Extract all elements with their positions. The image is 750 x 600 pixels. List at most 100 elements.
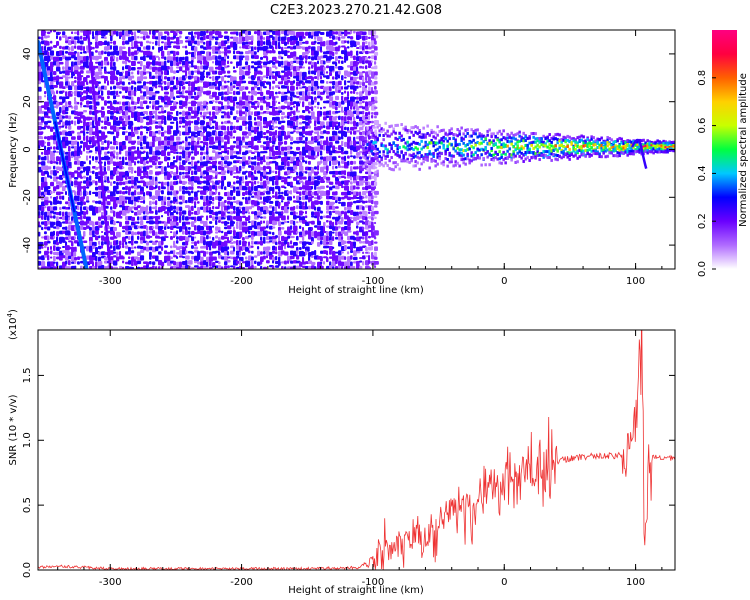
spectrogram-cell xyxy=(122,160,125,165)
spectrogram-cell xyxy=(47,125,51,129)
spectrogram-cell xyxy=(362,76,365,83)
spectrogram-cell xyxy=(239,51,244,55)
spectrogram-cell xyxy=(320,256,323,262)
spectrogram-cell xyxy=(98,245,102,250)
spectrogram-cell xyxy=(251,95,254,101)
spectrogram-cell xyxy=(272,145,275,148)
spectrogram-cell xyxy=(170,191,173,196)
spectrogram-cell xyxy=(173,160,178,163)
spectrogram-cell xyxy=(218,236,221,241)
spectrogram-carrier-cell xyxy=(382,164,385,168)
spectrogram-cell xyxy=(176,85,179,88)
spectrogram-cell xyxy=(185,255,190,260)
spectrogram-cell xyxy=(194,125,199,131)
spectrogram-cell xyxy=(179,185,182,192)
spectrogram-carrier-cell xyxy=(400,134,403,138)
spectrogram-cell xyxy=(260,201,264,204)
spectrogram-cell xyxy=(185,160,188,163)
spectrogram-cell xyxy=(116,95,120,98)
spectrogram-cell xyxy=(254,135,258,141)
spectrogram-cell xyxy=(197,160,200,164)
spectrogram-cell xyxy=(155,40,158,46)
spectrogram-cell xyxy=(374,86,377,90)
spectrogram-cell xyxy=(164,140,168,147)
spectrogram-cell xyxy=(113,45,118,51)
spectrogram-cell xyxy=(50,155,54,161)
spectrogram-cell xyxy=(155,246,159,252)
spectrogram-carrier-cell xyxy=(368,169,371,173)
spectrogram-cell xyxy=(173,210,177,214)
spectrogram-cell xyxy=(176,101,179,105)
spectrogram-cell xyxy=(182,260,186,265)
spectrogram-cell xyxy=(290,65,294,70)
spectrogram-cell xyxy=(179,201,183,205)
spectrogram-cell xyxy=(191,211,194,215)
spectrogram-cell xyxy=(38,155,41,160)
spectrogram-cell xyxy=(194,220,197,223)
spectrogram-cell xyxy=(320,156,324,160)
spectrogram-cell xyxy=(134,225,139,230)
spectrogram-cell xyxy=(266,106,270,111)
spectrogram-cell xyxy=(128,81,131,85)
spectrogram-cell xyxy=(242,236,245,241)
spectrogram-carrier-cell xyxy=(366,126,369,130)
spectrogram-cell xyxy=(173,250,176,256)
spectrogram-cell xyxy=(101,90,104,96)
spectrogram-cell xyxy=(278,191,281,195)
spectrogram-cell xyxy=(356,121,359,127)
spectrogram-cell xyxy=(122,131,126,136)
spectrogram-cell xyxy=(251,136,255,142)
spectrogram-cell xyxy=(185,105,188,109)
spectrogram-cell xyxy=(278,120,282,125)
spectrogram-cell xyxy=(98,120,101,127)
spectrogram-cell xyxy=(314,155,318,159)
spectrogram-cell xyxy=(188,141,191,146)
spectrogram-cell xyxy=(44,90,47,95)
spectrogram-cell xyxy=(221,211,226,217)
spectrogram-cell xyxy=(221,60,226,66)
spectrogram-cell xyxy=(275,246,278,252)
spectrogram-cell xyxy=(71,265,75,269)
spectrogram-cell xyxy=(116,81,120,86)
spectrogram-cell xyxy=(176,230,179,235)
spectrogram-cell xyxy=(374,40,377,45)
spectrogram-cell xyxy=(356,186,360,190)
spectrogram-cell xyxy=(197,116,200,122)
spectrogram-cell xyxy=(59,185,62,188)
spectrogram-cell xyxy=(116,116,119,121)
spectrogram-cell xyxy=(137,155,141,159)
spectrogram-cell xyxy=(140,210,144,214)
spectrogram-cell xyxy=(344,206,347,211)
spectrogram-cell xyxy=(227,260,231,263)
spectrogram-cell xyxy=(176,120,179,127)
spectrogram-cell xyxy=(287,245,291,248)
spectrogram-cell xyxy=(155,160,158,164)
spectrogram-cell xyxy=(188,210,192,217)
spectrogram-cell xyxy=(185,200,188,204)
spectrogram-cell xyxy=(191,75,194,79)
spectrogram-cell xyxy=(302,140,306,144)
spectrogram-cell xyxy=(137,96,140,102)
spectrogram-cell xyxy=(182,75,186,81)
spectrogram-cell xyxy=(251,245,254,248)
spectrogram-cell xyxy=(335,61,338,67)
spectrogram-cell xyxy=(47,141,51,147)
spectrogram-cell xyxy=(260,216,263,219)
spectrogram-cell xyxy=(371,115,374,119)
spectrogram-cell xyxy=(122,256,125,260)
spectrogram-cell xyxy=(299,101,302,104)
spectrogram-cell xyxy=(230,41,234,48)
spectrogram-cell xyxy=(41,36,44,41)
spectrogram-cell xyxy=(122,236,127,243)
spectrogram-cell xyxy=(122,126,126,131)
spectrogram-cell xyxy=(254,55,259,59)
spectrogram-cell xyxy=(206,215,209,221)
spectrogram-cell xyxy=(107,121,111,126)
spectrogram-cell xyxy=(167,251,171,255)
spectrogram-cell xyxy=(272,231,275,236)
spectrogram-cell xyxy=(149,66,153,70)
spectrogram-cell xyxy=(272,260,275,264)
spectrogram-cell xyxy=(131,246,134,250)
spectrogram-cell xyxy=(329,181,334,185)
spectrogram-cell xyxy=(242,156,246,162)
